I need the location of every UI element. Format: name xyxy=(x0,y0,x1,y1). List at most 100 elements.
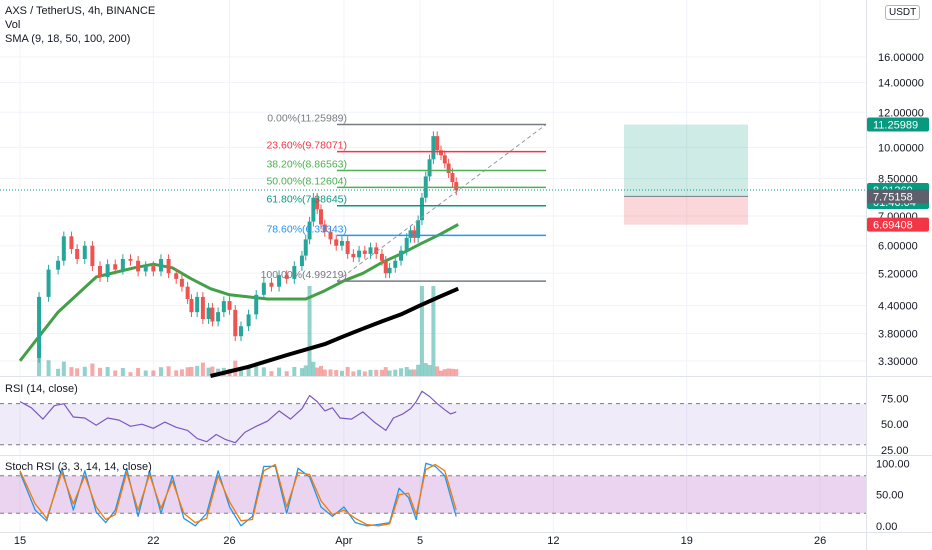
sma-label[interactable]: SMA (9, 18, 50, 100, 200) xyxy=(5,33,131,45)
price-label-text: 7.75158 xyxy=(873,191,913,203)
candle-body xyxy=(303,239,308,256)
x-tick-label: 22 xyxy=(147,535,159,547)
candle-body xyxy=(439,150,444,156)
candle-body xyxy=(284,275,289,279)
price-tick-label: 3.80000 xyxy=(878,329,918,341)
volume-bar xyxy=(387,370,392,376)
volume-bar xyxy=(408,369,413,376)
candle-body xyxy=(46,269,51,297)
candle-body xyxy=(357,250,362,258)
candle-body xyxy=(216,312,221,322)
price-pane[interactable]: 0.00%(11.25989) 23.60%(9.78071) 38.20%(8.8… xyxy=(0,113,866,378)
candle-body xyxy=(69,236,74,249)
volume-bar xyxy=(345,366,350,376)
fib-level-label: 100.00%(4.99219) xyxy=(261,269,347,281)
volume-bar xyxy=(322,369,327,376)
volume-bar xyxy=(98,367,103,376)
volume-bar xyxy=(351,371,356,376)
candle-body xyxy=(37,296,42,358)
volume-bar xyxy=(206,367,211,376)
volume-bar xyxy=(254,363,259,376)
rsi-label[interactable]: RSI (14, close) xyxy=(5,383,78,395)
volume-bar xyxy=(113,370,118,376)
price-tick-label: 12.00000 xyxy=(878,107,924,119)
volume-bar xyxy=(189,366,194,376)
volume-bar xyxy=(383,367,388,376)
currency-button[interactable]: USDT xyxy=(885,5,921,20)
candle-body xyxy=(143,266,148,272)
sma-200-line xyxy=(210,286,459,378)
symbol-title[interactable]: AXS / TetherUS, 4h, BINANCE xyxy=(5,5,156,17)
candle-body xyxy=(383,260,388,274)
x-tick-label: 19 xyxy=(681,535,693,547)
candle-body xyxy=(315,197,320,210)
candle-body xyxy=(446,163,451,174)
candle-body xyxy=(408,230,413,238)
candle-body xyxy=(210,307,215,322)
volume-bar xyxy=(61,361,66,376)
volume-bar xyxy=(210,366,215,376)
volume-bar xyxy=(105,367,110,376)
volume-bar xyxy=(423,363,428,376)
stoch-tick-label: 0.00 xyxy=(876,521,897,533)
chart-legend: AXS / TetherUS, 4h, BINANCE Vol SMA (9, … xyxy=(5,4,155,46)
candle-body xyxy=(179,278,184,287)
candle-body xyxy=(450,173,455,183)
candle-body xyxy=(120,259,125,270)
price-label-badge xyxy=(867,217,929,232)
candle-body xyxy=(246,314,251,327)
price-tick-label: 10.00000 xyxy=(878,142,924,154)
volume-bar xyxy=(90,363,95,376)
volume-bar xyxy=(69,367,74,376)
volume-bar xyxy=(292,366,297,376)
rsi-tick-label: 75.00 xyxy=(881,394,909,406)
volume-bar xyxy=(136,367,141,376)
rsi-tick-label: 50.00 xyxy=(881,419,909,431)
candle-body xyxy=(189,298,194,313)
x-tick-label: 5 xyxy=(417,535,423,547)
volume-bar xyxy=(269,371,274,376)
candle-body xyxy=(427,159,432,177)
volume-bar xyxy=(442,369,447,376)
volume-bar xyxy=(307,286,312,376)
volume-bar xyxy=(195,365,200,376)
rsi-pane[interactable] xyxy=(0,390,866,446)
vol-label[interactable]: Vol xyxy=(5,19,21,31)
candle-body xyxy=(431,136,436,160)
volume-bar xyxy=(439,370,444,376)
candle-body xyxy=(292,266,297,279)
position-profit-zone xyxy=(624,124,748,197)
sma-50-line xyxy=(18,223,459,362)
x-tick-label: 26 xyxy=(814,535,826,547)
volume-bar xyxy=(450,368,455,376)
position-loss-zone xyxy=(624,196,748,225)
stoch-rsi-pane[interactable] xyxy=(0,462,866,527)
volume-bar xyxy=(311,361,316,376)
stoch-d-line xyxy=(19,463,457,527)
candle-body xyxy=(233,309,238,337)
x-tick-label: 12 xyxy=(547,535,559,547)
volume-bar xyxy=(454,369,459,376)
volume-bar xyxy=(277,367,282,376)
candle-body xyxy=(206,307,211,320)
x-tick-label: 26 xyxy=(223,535,235,547)
fib-level-label: 38.20%(8.86563) xyxy=(266,159,347,171)
candle-body xyxy=(261,282,266,295)
price-tick-label: 3.30000 xyxy=(878,356,918,368)
volume-bar xyxy=(374,369,379,376)
candle-body xyxy=(318,209,323,225)
price-tick-label: 14.00000 xyxy=(878,78,924,90)
stoch-rsi-label[interactable]: Stoch RSI (3, 3, 14, 14, close) xyxy=(5,461,152,473)
volume-bar xyxy=(339,370,344,376)
candle-body xyxy=(221,301,226,313)
volume-bar xyxy=(46,360,51,376)
candle-body xyxy=(399,250,403,261)
volume-bar xyxy=(143,370,148,376)
candle-body xyxy=(379,253,384,261)
candle-body xyxy=(277,275,282,287)
candle-body xyxy=(56,260,61,270)
rsi-tick-label: 25.00 xyxy=(881,445,909,457)
candle-body xyxy=(419,197,424,221)
candle-body xyxy=(82,245,87,260)
